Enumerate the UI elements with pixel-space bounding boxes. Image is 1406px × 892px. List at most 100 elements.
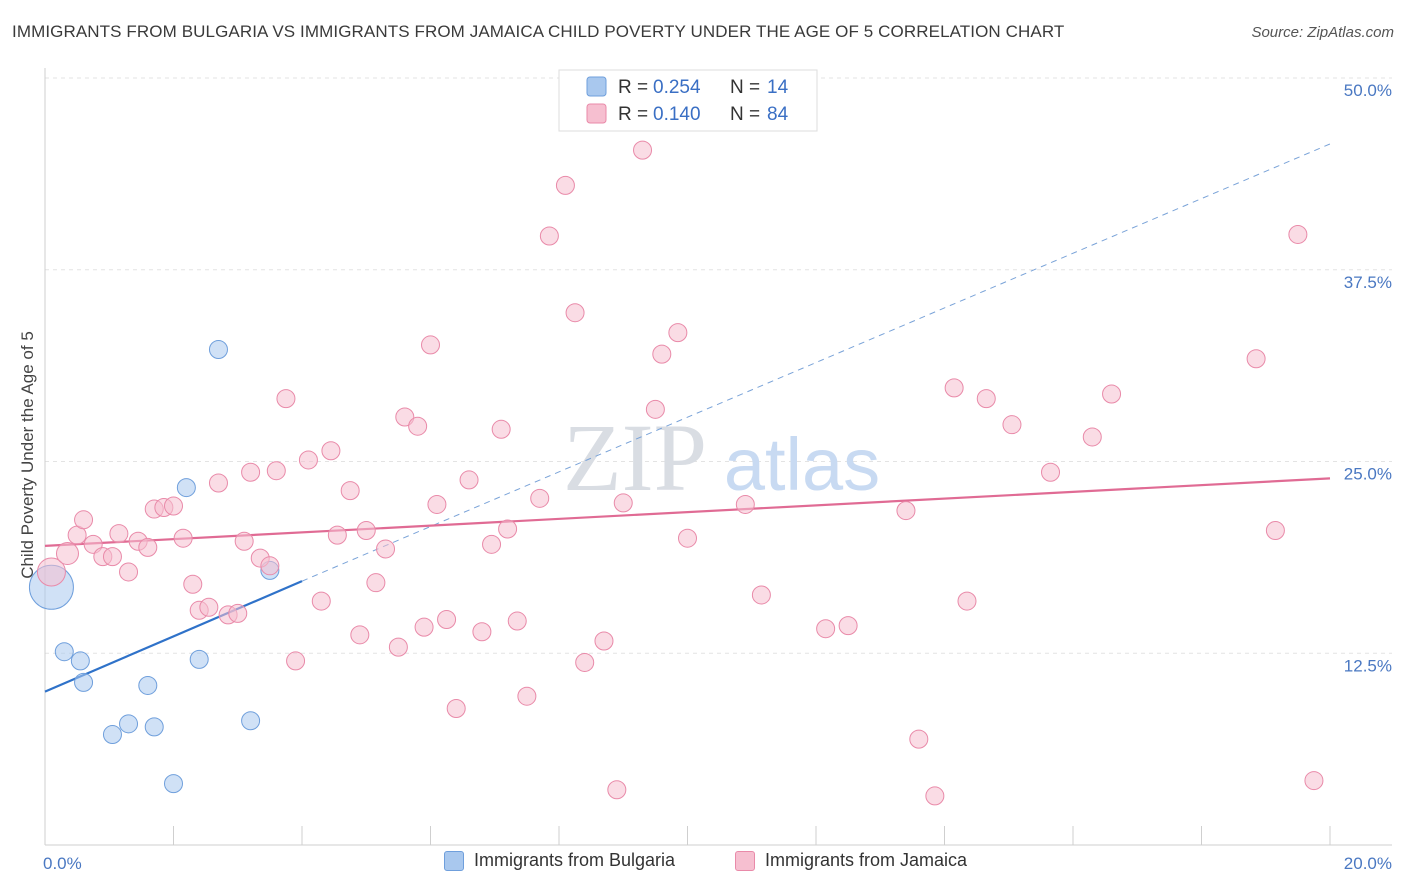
x-tick-labels: 0.0% 20.0% <box>43 854 1392 873</box>
point-jamaica <box>1041 462 1061 482</box>
data-points <box>28 140 1324 806</box>
watermark-zip: ZIP <box>563 404 707 511</box>
point-jamaica <box>517 686 537 706</box>
point-jamaica <box>414 617 434 637</box>
y-tick-label: 25.0% <box>1344 465 1392 484</box>
legend-n-label-jamaica: N = <box>730 104 760 125</box>
point-bulgaria <box>144 717 164 737</box>
x-tick-label: 0.0% <box>43 854 82 873</box>
trend-line-bulgaria-extension <box>301 143 1331 582</box>
y-tick-label: 37.5% <box>1344 273 1392 292</box>
point-jamaica <box>183 574 203 594</box>
legend: R = 0.254 N = 14 R = 0.140 N = 84 <box>558 69 818 132</box>
point-jamaica <box>633 140 653 160</box>
legend-r-label-jamaica: R = <box>618 104 648 125</box>
point-bulgaria <box>241 711 261 731</box>
legend-r-label-bulgaria: R = <box>618 77 648 98</box>
point-jamaica <box>751 585 771 605</box>
trend-line-bulgaria <box>44 580 303 693</box>
point-jamaica <box>74 510 94 530</box>
point-bulgaria <box>208 340 228 360</box>
point-jamaica <box>199 597 219 617</box>
point-jamaica <box>1304 771 1324 791</box>
point-jamaica <box>539 226 559 246</box>
point-jamaica <box>388 637 408 657</box>
point-jamaica <box>530 488 550 508</box>
point-jamaica <box>109 524 129 544</box>
source-credit: Source: ZipAtlas.com <box>1251 24 1394 41</box>
point-jamaica <box>173 528 193 548</box>
y-axis-label: Child Poverty Under the Age of 5 <box>18 331 37 579</box>
point-jamaica <box>575 652 595 672</box>
legend-r-value-jamaica: 0.140 <box>653 104 701 125</box>
point-jamaica <box>138 537 158 557</box>
point-jamaica <box>102 547 122 567</box>
point-jamaica <box>376 539 396 559</box>
point-jamaica <box>286 651 306 671</box>
point-jamaica <box>234 531 254 551</box>
point-bulgaria <box>119 714 139 734</box>
point-jamaica <box>321 441 341 461</box>
point-jamaica <box>668 323 688 343</box>
point-jamaica <box>327 525 347 545</box>
point-bulgaria <box>176 478 196 498</box>
point-jamaica <box>909 729 929 749</box>
point-jamaica <box>498 519 518 539</box>
point-jamaica <box>228 603 248 623</box>
series-name-jamaica: Immigrants from Jamaica <box>765 850 968 870</box>
point-jamaica <box>437 610 457 630</box>
point-bulgaria <box>138 675 158 695</box>
axes <box>44 68 1392 846</box>
legend-n-value-jamaica: 84 <box>767 104 789 125</box>
point-jamaica <box>594 631 614 651</box>
point-jamaica <box>1082 427 1102 447</box>
trend-lines <box>44 143 1331 693</box>
legend-swatch-bulgaria <box>586 76 607 97</box>
point-jamaica <box>1002 415 1022 435</box>
point-jamaica <box>395 407 415 427</box>
point-jamaica <box>266 461 286 481</box>
point-jamaica <box>645 399 665 419</box>
point-bulgaria <box>189 649 209 669</box>
point-jamaica <box>652 344 672 364</box>
grid-lines <box>45 77 1392 654</box>
point-jamaica <box>446 698 466 718</box>
point-bulgaria <box>102 725 122 745</box>
point-jamaica <box>607 780 627 800</box>
point-jamaica <box>427 494 447 514</box>
series-swatch-jamaica <box>735 850 755 871</box>
point-jamaica <box>340 481 360 501</box>
point-jamaica <box>1288 224 1308 244</box>
point-jamaica <box>119 562 139 582</box>
legend-swatch-jamaica <box>586 103 607 124</box>
point-bulgaria <box>54 642 74 662</box>
point-jamaica <box>55 542 79 566</box>
point-jamaica <box>1246 349 1266 369</box>
watermark-atlas: atlas <box>724 423 880 506</box>
point-jamaica <box>241 462 261 482</box>
point-jamaica <box>421 335 440 355</box>
point-jamaica <box>472 622 492 642</box>
point-jamaica <box>678 528 697 548</box>
point-bulgaria <box>74 672 94 692</box>
series-swatch-bulgaria <box>444 850 464 871</box>
point-bulgaria <box>164 774 183 794</box>
point-jamaica <box>838 616 858 636</box>
point-jamaica <box>36 557 66 587</box>
point-jamaica <box>896 501 916 521</box>
point-jamaica <box>613 493 633 513</box>
point-jamaica <box>459 470 479 490</box>
legend-r-value-bulgaria: 0.254 <box>653 77 701 98</box>
y-tick-labels: 12.5% 25.0% 37.5% 50.0% <box>1344 81 1392 675</box>
x-tick-label: 20.0% <box>1344 854 1392 873</box>
point-jamaica <box>555 175 575 195</box>
series-legend-bulgaria: Immigrants from Bulgaria <box>444 850 675 871</box>
point-jamaica <box>976 389 996 409</box>
point-jamaica <box>925 786 945 806</box>
point-jamaica <box>260 556 280 576</box>
point-jamaica <box>350 625 370 645</box>
trend-line-jamaica <box>44 477 1331 547</box>
point-jamaica <box>482 534 502 554</box>
legend-n-value-bulgaria: 14 <box>767 77 789 98</box>
